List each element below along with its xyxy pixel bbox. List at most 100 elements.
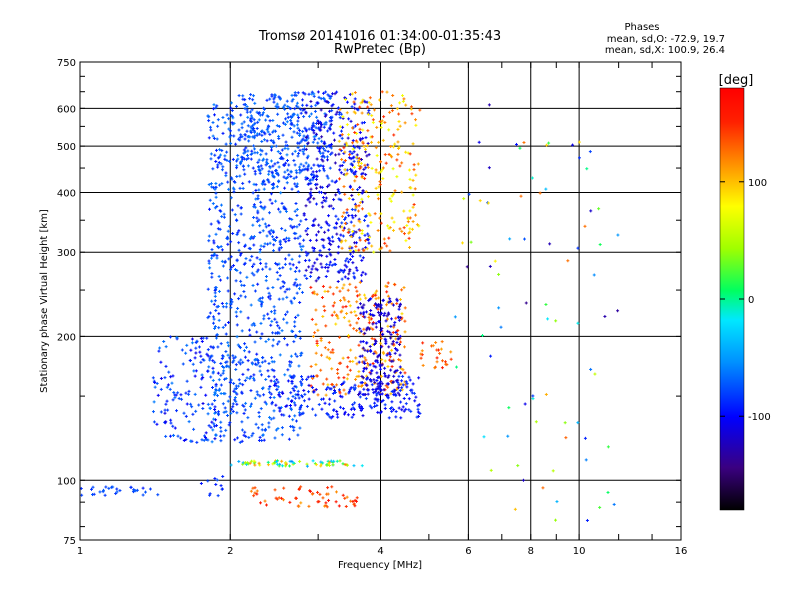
data-point — [251, 135, 255, 139]
data-point — [180, 348, 184, 352]
data-point — [272, 396, 276, 400]
data-point — [243, 244, 247, 248]
x-tick-label: 6 — [465, 546, 471, 557]
data-point — [246, 316, 250, 320]
data-point — [340, 136, 344, 140]
data-point — [284, 161, 288, 165]
data-point — [231, 360, 235, 364]
data-point — [209, 375, 213, 379]
data-point — [355, 321, 359, 325]
data-point — [252, 273, 256, 277]
data-point — [260, 428, 264, 432]
data-point — [266, 242, 270, 246]
data-point — [332, 262, 336, 266]
data-point — [355, 362, 359, 366]
data-point — [231, 186, 235, 190]
data-point — [363, 348, 367, 352]
data-point — [296, 141, 300, 145]
data-point — [400, 161, 404, 165]
data-point — [309, 270, 313, 274]
data-point — [314, 363, 318, 367]
data-point — [264, 279, 268, 283]
data-point — [355, 140, 359, 144]
data-point — [370, 140, 374, 144]
data-point — [376, 228, 380, 232]
data-point — [449, 350, 453, 354]
data-point — [290, 301, 294, 305]
data-point — [354, 170, 358, 174]
data-point — [294, 277, 298, 281]
data-point — [584, 458, 588, 462]
data-point — [311, 246, 315, 250]
data-point — [332, 459, 336, 463]
data-point — [166, 383, 170, 387]
data-point — [390, 348, 394, 352]
data-point — [168, 387, 172, 391]
data-point — [398, 343, 402, 347]
data-point — [248, 461, 252, 465]
data-point — [213, 206, 217, 210]
data-point — [300, 394, 304, 398]
data-point — [243, 137, 247, 141]
data-point — [393, 283, 397, 287]
data-point — [277, 179, 281, 183]
data-point — [212, 417, 216, 421]
data-point — [317, 223, 321, 227]
data-point — [194, 369, 198, 373]
data-point — [324, 501, 328, 505]
data-point — [259, 153, 263, 157]
data-point — [290, 93, 294, 97]
data-point — [311, 140, 315, 144]
data-point — [439, 347, 443, 351]
data-point — [273, 162, 277, 166]
data-point — [440, 359, 444, 363]
data-point — [261, 296, 265, 300]
data-point — [248, 97, 252, 101]
data-point — [272, 416, 276, 420]
data-point — [325, 377, 329, 381]
data-point — [262, 187, 266, 191]
data-point — [188, 359, 192, 363]
data-point — [219, 373, 223, 377]
data-point — [400, 312, 404, 316]
data-point — [292, 159, 296, 163]
data-point — [329, 142, 333, 146]
data-point — [238, 440, 242, 444]
data-point — [269, 192, 273, 196]
data-point — [246, 115, 250, 119]
data-point — [334, 322, 338, 326]
data-point — [400, 288, 404, 292]
data-point — [554, 319, 558, 323]
data-point — [267, 172, 271, 176]
data-point — [293, 182, 297, 186]
data-point — [262, 138, 266, 142]
data-point — [298, 128, 302, 132]
data-point — [209, 157, 213, 161]
data-point — [398, 227, 402, 231]
data-point — [206, 369, 210, 373]
data-point — [380, 119, 384, 123]
data-point — [616, 233, 620, 237]
data-point — [313, 331, 317, 335]
data-point — [395, 302, 399, 306]
data-point — [585, 518, 589, 522]
data-point — [213, 437, 217, 441]
data-point — [287, 437, 291, 441]
data-point — [104, 485, 108, 489]
data-point — [589, 209, 593, 213]
data-point — [207, 365, 211, 369]
data-point — [321, 164, 325, 168]
data-point — [213, 187, 217, 191]
data-point — [216, 494, 220, 498]
data-point — [217, 318, 221, 322]
data-point — [323, 346, 327, 350]
data-point — [221, 264, 225, 268]
data-point — [340, 157, 344, 161]
data-point — [214, 191, 218, 195]
data-point — [280, 148, 284, 152]
data-point — [243, 408, 247, 412]
data-point — [269, 139, 273, 143]
data-point — [338, 405, 342, 409]
data-point — [339, 233, 343, 237]
data-point — [319, 262, 323, 266]
